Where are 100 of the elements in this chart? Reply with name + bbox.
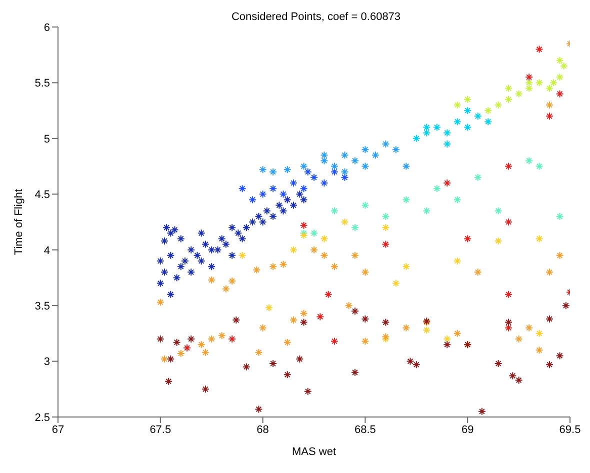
point xyxy=(290,201,298,210)
point xyxy=(176,234,185,243)
point xyxy=(166,251,175,260)
point xyxy=(474,268,482,276)
point xyxy=(382,332,390,341)
point xyxy=(166,290,175,298)
point xyxy=(258,324,267,332)
point xyxy=(258,166,267,174)
point xyxy=(234,229,242,238)
point xyxy=(279,206,288,215)
x-tick-label: 69 xyxy=(461,424,474,436)
point xyxy=(248,196,257,204)
point xyxy=(535,234,544,243)
point xyxy=(392,279,400,288)
point xyxy=(350,368,359,376)
point xyxy=(402,262,410,271)
point xyxy=(254,405,263,414)
point xyxy=(422,123,431,132)
point xyxy=(193,251,202,260)
point xyxy=(546,360,554,369)
x-tick-label: 69.5 xyxy=(559,424,581,436)
point xyxy=(535,346,544,354)
point xyxy=(525,84,534,92)
point xyxy=(283,166,292,174)
x-tick-label: 67 xyxy=(52,424,64,436)
point xyxy=(504,218,513,226)
point xyxy=(504,324,513,332)
point xyxy=(248,218,257,226)
point xyxy=(310,173,318,182)
point xyxy=(275,201,284,210)
point xyxy=(160,268,168,276)
point xyxy=(402,162,410,170)
point xyxy=(290,316,298,324)
point xyxy=(546,101,554,109)
point xyxy=(300,318,308,326)
point xyxy=(422,128,431,137)
point xyxy=(556,56,564,64)
point xyxy=(382,212,390,220)
point xyxy=(432,184,441,193)
point xyxy=(300,309,308,318)
point xyxy=(361,162,370,170)
point xyxy=(556,212,564,220)
point xyxy=(464,123,472,132)
point xyxy=(432,123,441,132)
point xyxy=(340,173,349,182)
point xyxy=(269,212,278,220)
point xyxy=(453,101,462,109)
x-tick-label: 68 xyxy=(256,424,269,436)
point xyxy=(176,262,185,271)
point xyxy=(504,290,513,298)
point xyxy=(504,84,513,92)
point xyxy=(310,246,318,254)
x-tick-label: 67.5 xyxy=(150,424,172,436)
point xyxy=(238,251,246,260)
point xyxy=(443,140,452,148)
y-tick-label: 5 xyxy=(44,133,50,146)
point xyxy=(290,179,298,187)
point xyxy=(304,168,312,176)
point xyxy=(525,156,534,165)
point xyxy=(392,146,400,154)
point xyxy=(443,179,452,187)
point xyxy=(296,190,304,198)
point xyxy=(197,340,206,349)
point xyxy=(361,337,370,346)
point xyxy=(535,162,544,170)
point xyxy=(535,329,544,338)
point xyxy=(283,196,292,204)
point xyxy=(406,357,414,366)
point xyxy=(172,274,181,282)
point xyxy=(550,78,558,87)
point xyxy=(228,335,236,343)
point xyxy=(350,251,359,260)
point xyxy=(156,335,164,343)
point xyxy=(228,224,236,232)
point xyxy=(180,257,189,265)
point xyxy=(525,78,534,87)
point xyxy=(453,329,462,338)
point xyxy=(269,184,278,193)
point xyxy=(525,73,534,82)
point xyxy=(208,262,216,271)
point xyxy=(382,240,390,248)
point xyxy=(562,302,570,310)
point xyxy=(296,355,304,364)
y-tick-label: 4.5 xyxy=(34,189,50,202)
point xyxy=(172,338,181,346)
point xyxy=(218,234,226,243)
point xyxy=(382,224,390,232)
point xyxy=(478,407,486,416)
point xyxy=(556,73,564,82)
point xyxy=(556,352,564,360)
point xyxy=(546,314,554,323)
point xyxy=(310,229,318,238)
point xyxy=(208,276,216,284)
point xyxy=(494,206,502,215)
point xyxy=(160,355,168,364)
point xyxy=(464,234,472,243)
point xyxy=(340,168,349,176)
point xyxy=(290,246,298,254)
point xyxy=(300,196,308,204)
point xyxy=(269,360,278,368)
